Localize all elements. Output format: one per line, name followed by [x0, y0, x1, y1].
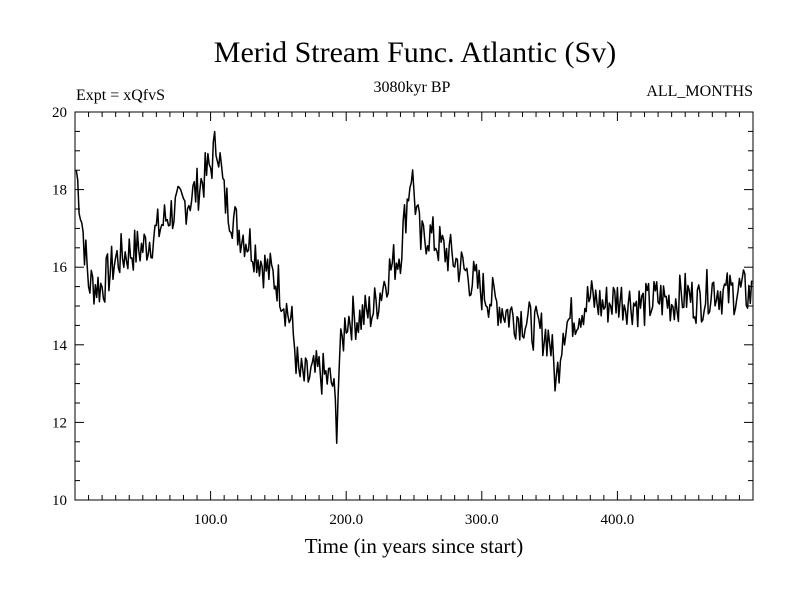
experiment-label: Expt = xQfvS [76, 87, 165, 104]
x-tick-label: 300.0 [465, 512, 499, 528]
x-tick-label: 200.0 [329, 512, 363, 528]
y-tick-label: 10 [52, 493, 67, 509]
x-tick-label: 400.0 [601, 512, 635, 528]
plot-frame [74, 111, 754, 501]
x-axis-label: Time (in years since start) [305, 534, 524, 558]
chart-title: Merid Stream Func. Atlantic (Sv) [214, 36, 616, 69]
x-tick-label: 100.0 [194, 512, 228, 528]
y-tick-label: 14 [52, 338, 68, 354]
data-line [75, 130, 753, 445]
y-tick-label: 16 [52, 260, 68, 276]
months-label: ALL_MONTHS [646, 83, 753, 100]
tick-labels: 100.0 200.0 300.0 400.0 10 12 14 16 18 20 [52, 105, 634, 528]
tick-marks [75, 112, 753, 500]
y-tick-label: 20 [52, 105, 67, 121]
y-tick-label: 12 [52, 415, 67, 431]
period-label: 3080kyr BP [374, 79, 451, 96]
y-tick-label: 18 [52, 183, 67, 199]
